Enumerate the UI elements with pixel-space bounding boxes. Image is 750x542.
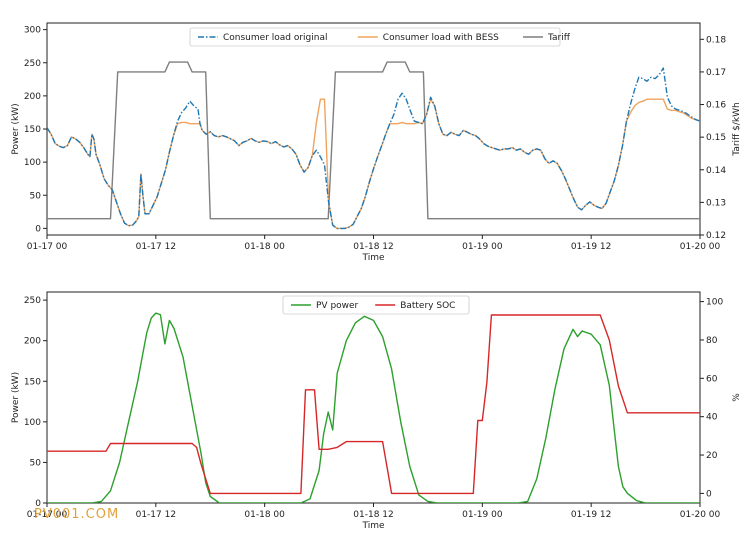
plot-frame [46, 22, 701, 236]
x-tick-label: 01-17 00 [27, 510, 68, 520]
y2-tick-label: 0.12 [706, 231, 726, 241]
y-tick-label: 250 [24, 59, 41, 69]
y2-tick-label: 0.13 [706, 198, 726, 208]
y-tick-label: 0 [35, 499, 41, 509]
x-tick-label: 01-17 12 [136, 510, 176, 520]
x-axis-title: Time [361, 253, 384, 263]
y-tick-label: 250 [24, 296, 41, 306]
chart-bottom-pv-soc: 01-17 00 01-17 12 01-18 00 01-18 12 01-19 00… [11, 291, 742, 531]
y2-tick-label: 0.14 [706, 166, 726, 176]
y2-axis-title: % [732, 393, 742, 402]
tariff-line [47, 61, 700, 220]
legend: PV power Battery SOC [282, 295, 470, 315]
y-tick-label: 100 [24, 418, 41, 428]
y-axis-title: Power (kW) [11, 372, 21, 423]
legend-entry: Battery SOC [400, 301, 455, 311]
plot-frame [46, 291, 701, 504]
x-tick-label: 01-19 00 [462, 510, 503, 520]
y-tick-label: 50 [30, 191, 42, 201]
x-tick-label: 01-18 12 [353, 242, 393, 252]
x-tick-label: 01-20 00 [680, 242, 721, 252]
y2-axis-title: Tariff $/kWh [732, 102, 742, 156]
battery-soc-line [47, 314, 700, 495]
y-tick-label: 0 [35, 224, 41, 234]
legend-entry: Consumer load original [223, 33, 328, 43]
x-tick-label: 01-20 00 [680, 510, 721, 520]
x-tick-label: 01-18 00 [244, 510, 285, 520]
x-tick-label: 01-19 12 [571, 242, 611, 252]
x-tick-label: 01-17 12 [136, 242, 176, 252]
y2-tick-label: 0 [706, 489, 712, 499]
x-tick-label: 01-19 12 [571, 510, 611, 520]
y-tick-label: 100 [24, 158, 41, 168]
y-tick-label: 150 [24, 377, 41, 387]
consumer-load-original-line [47, 67, 700, 230]
legend-entry: Tariff [547, 33, 571, 43]
y2-tick-label: 40 [706, 413, 718, 423]
x-tick-label: 01-18 12 [353, 510, 393, 520]
y-tick-label: 50 [30, 458, 42, 468]
y2-tick-label: 20 [706, 451, 718, 461]
watermark-text: PV001.COM [34, 507, 119, 522]
chart-top-power-tariff: 01-17 00 01-17 12 01-18 00 01-18 12 01-19 00… [11, 22, 742, 263]
pv-power-line [47, 312, 700, 503]
legend-entry: PV power [316, 301, 359, 311]
y2-tick-label: 0.17 [706, 68, 726, 78]
x-axis-title: Time [361, 521, 384, 531]
y2-tick-label: 0.18 [706, 35, 726, 45]
y-tick-label: 200 [24, 337, 41, 347]
legend-entry: Consumer load with BESS [383, 33, 499, 43]
y2-tick-label: 0.15 [706, 133, 726, 143]
legend: Consumer load original Consumer load with… [189, 27, 571, 47]
y-axis-title: Power (kW) [11, 103, 21, 154]
x-tick-label: 01-18 00 [244, 242, 285, 252]
x-tick-label: 01-17 00 [27, 242, 68, 252]
y-tick-label: 300 [24, 26, 41, 36]
y2-tick-label: 80 [706, 336, 718, 346]
y2-tick-label: 0.16 [706, 101, 726, 111]
y-tick-label: 200 [24, 92, 41, 102]
x-tick-label: 01-19 00 [462, 242, 503, 252]
y-tick-label: 150 [24, 125, 41, 135]
y2-tick-label: 100 [706, 298, 723, 308]
y2-tick-label: 60 [706, 374, 718, 384]
